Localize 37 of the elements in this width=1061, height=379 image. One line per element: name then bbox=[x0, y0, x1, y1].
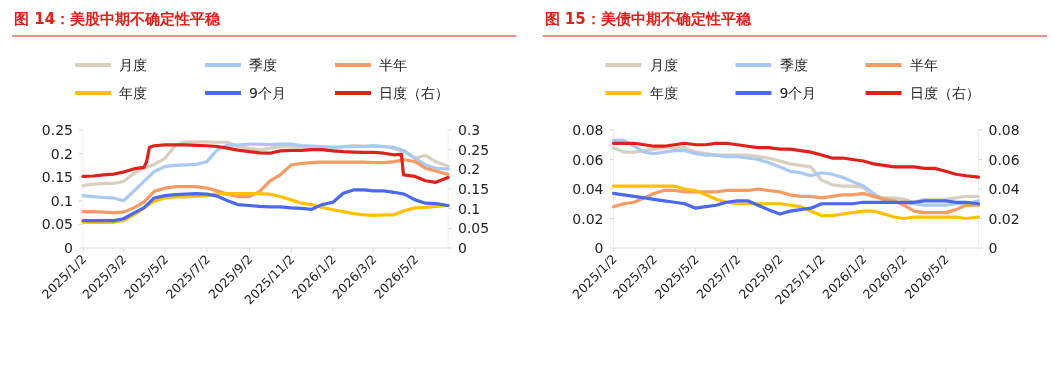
legend-label: 半年 bbox=[909, 57, 938, 73]
legend-label: 日度（右） bbox=[909, 85, 980, 101]
y2-tick-label: 0.08 bbox=[988, 122, 1020, 138]
legend-label: 季度 bbox=[779, 57, 808, 73]
y-tick-label: 0 bbox=[594, 240, 604, 256]
y-tick-label: 0 bbox=[64, 240, 73, 256]
legend-label: 9个月 bbox=[249, 85, 286, 101]
legend-label: 年度 bbox=[649, 85, 678, 101]
legend-label: 月度 bbox=[649, 57, 678, 73]
legend-label: 9个月 bbox=[779, 85, 817, 101]
y2-tick-label: 0 bbox=[458, 240, 467, 256]
y2-tick-label: 0.2 bbox=[458, 161, 481, 178]
y2-tick-label: 0.05 bbox=[458, 220, 490, 237]
y2-tick-label: 0 bbox=[988, 240, 998, 256]
y2-tick-label: 0.15 bbox=[458, 181, 490, 197]
y2-tick-label: 0.04 bbox=[988, 181, 1020, 197]
y2-tick-label: 0.02 bbox=[988, 210, 1020, 227]
y-tick-label: 0.02 bbox=[572, 210, 604, 227]
y2-tick-label: 0.25 bbox=[458, 141, 490, 158]
y-tick-label: 0.04 bbox=[572, 181, 604, 197]
y-tick-label: 0.08 bbox=[572, 122, 604, 138]
y-tick-label: 0.05 bbox=[41, 216, 73, 233]
y2-tick-label: 0.06 bbox=[988, 151, 1020, 168]
y2-tick-label: 0.1 bbox=[458, 200, 481, 217]
legend-label: 日度（右） bbox=[379, 85, 449, 101]
legend-label: 季度 bbox=[249, 57, 277, 73]
y-tick-label: 0.25 bbox=[41, 122, 73, 138]
y-tick-label: 0.2 bbox=[50, 145, 73, 162]
y-tick-label: 0.06 bbox=[572, 151, 604, 168]
chart-title: 图 15：美债中期不确定性平稳 bbox=[544, 10, 752, 28]
legend-label: 月度 bbox=[119, 57, 147, 73]
chart-title: 图 14：美股中期不确定性平稳 bbox=[14, 10, 222, 28]
y-tick-label: 0.15 bbox=[41, 169, 73, 186]
y-tick-label: 0.1 bbox=[50, 192, 73, 209]
legend-label: 半年 bbox=[379, 57, 407, 73]
legend-label: 年度 bbox=[119, 85, 147, 101]
y2-tick-label: 0.3 bbox=[458, 122, 481, 138]
